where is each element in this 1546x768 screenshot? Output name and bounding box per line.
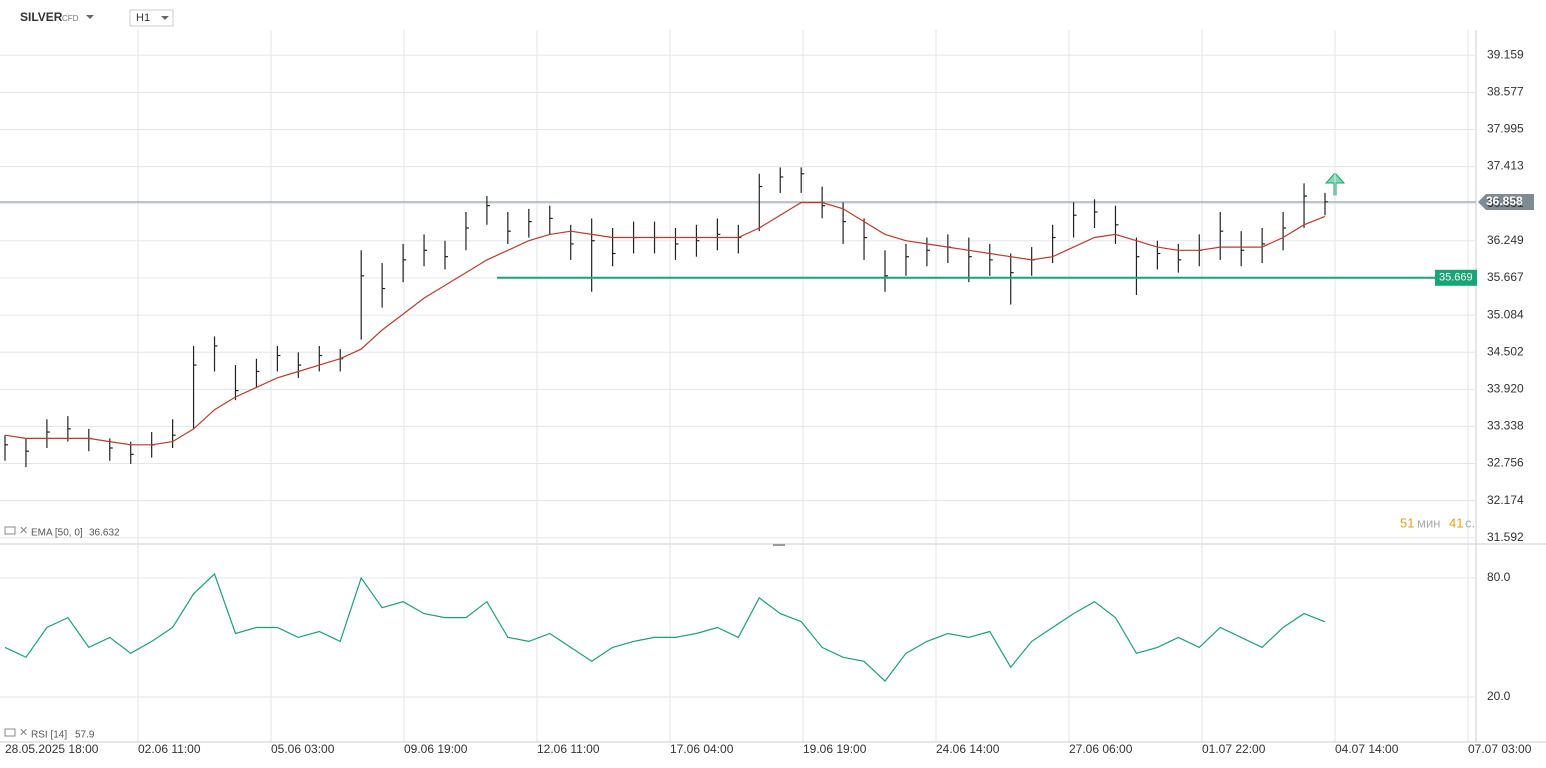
y-tick-label: 32.174 — [1487, 493, 1524, 507]
y-tick-label: 36.249 — [1487, 233, 1524, 247]
legend-icon[interactable] — [4, 728, 16, 737]
ema-legend: EMA [50, 0] — [31, 528, 83, 539]
x-tick-label: 24.06 14:00 — [936, 742, 1000, 756]
x-tick-label: 19.06 19:00 — [803, 742, 867, 756]
legend-close[interactable]: ✕ — [19, 727, 28, 739]
last-price-box — [1478, 193, 1534, 210]
countdown-sec-unit: с. — [1465, 515, 1475, 530]
last-price-label: 36.858 — [1486, 194, 1523, 208]
y-tick-label: 35.667 — [1487, 270, 1524, 284]
level-label: 35.669 — [1439, 272, 1473, 284]
y-tick-label: 80.0 — [1487, 570, 1511, 584]
timeframe-dropdown[interactable] — [161, 16, 169, 20]
y-tick-label: 20.0 — [1487, 689, 1511, 703]
x-tick-label: 17.06 04:00 — [670, 742, 734, 756]
countdown-min-unit: мин — [1417, 515, 1440, 530]
symbol-dropdown[interactable] — [86, 15, 94, 19]
symbol-tag: CFD — [62, 14, 79, 23]
ema-legend-value: 36.632 — [89, 528, 120, 539]
y-tick-label: 32.756 — [1487, 456, 1524, 470]
symbol[interactable]: SILVER — [20, 10, 63, 24]
rsi-legend-value: 57.9 — [75, 730, 95, 741]
timeframe[interactable]: H1 — [136, 12, 150, 24]
level-box — [1435, 269, 1477, 286]
x-tick-label: 12.06 11:00 — [537, 742, 600, 756]
x-tick-label: 28.05.2025 18:00 — [5, 742, 99, 756]
x-tick-label: 02.06 11:00 — [138, 742, 201, 756]
y-tick-label: 39.159 — [1487, 47, 1524, 61]
y-tick-label: 35.084 — [1487, 307, 1524, 321]
legend-icon[interactable] — [4, 526, 16, 535]
y-tick-label: 34.502 — [1487, 344, 1524, 358]
y-tick-label: 37.995 — [1487, 122, 1524, 136]
x-tick-label: 01.07 22:00 — [1202, 742, 1266, 756]
y-tick-label: 37.413 — [1487, 159, 1524, 173]
ema-line — [4, 201, 1326, 446]
x-tick-label: 05.06 03:00 — [271, 742, 335, 756]
rsi-legend: RSI [14] — [31, 730, 67, 741]
countdown-minutes: 51 — [1400, 515, 1414, 530]
y-tick-label: 38.577 — [1487, 85, 1524, 99]
y-tick-label: 31.592 — [1487, 530, 1524, 544]
legend-close[interactable]: ✕ — [19, 525, 28, 537]
countdown-seconds: 41 — [1449, 515, 1463, 530]
y-tick-label: 33.338 — [1487, 419, 1524, 433]
rsi-line — [4, 572, 1326, 682]
y-tick-label: 33.920 — [1487, 381, 1524, 395]
timeframe-box[interactable] — [129, 9, 174, 27]
y-tick-label: 36.831 — [1487, 196, 1524, 210]
x-tick-label: 27.06 06:00 — [1069, 742, 1133, 756]
x-tick-label: 09.06 19:00 — [404, 742, 468, 756]
x-tick-label: 07.07 03:00 — [1468, 742, 1532, 756]
x-tick-label: 04.07 14:00 — [1335, 742, 1399, 756]
